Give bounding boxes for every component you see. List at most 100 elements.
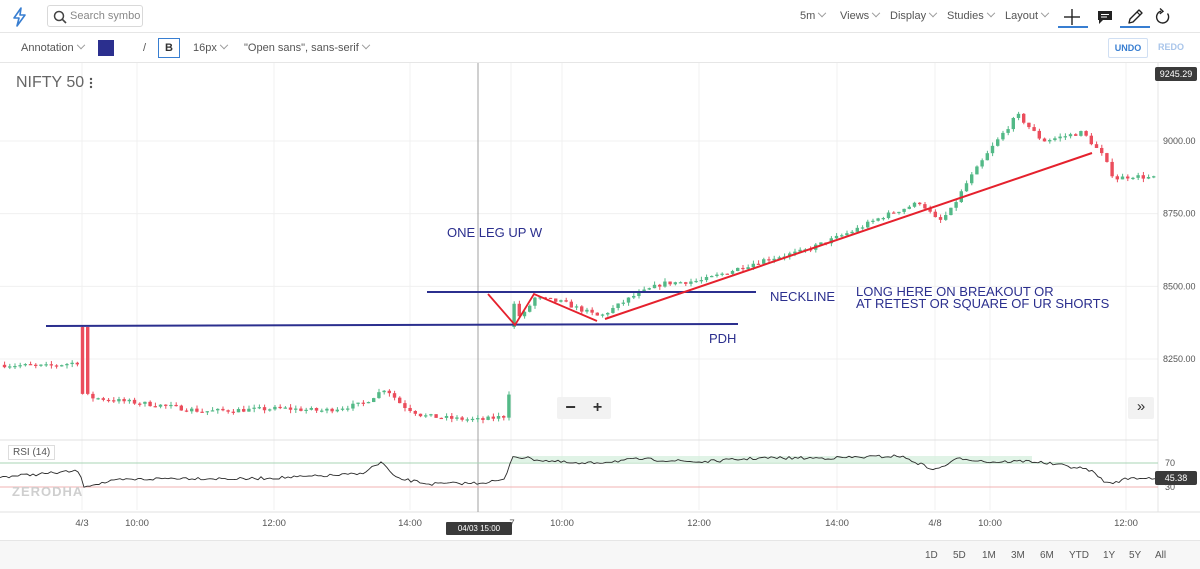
- candle-body: [637, 292, 641, 296]
- candle-body: [377, 392, 381, 399]
- candle-body: [855, 227, 859, 232]
- chart-grid: [0, 63, 1158, 510]
- candle-body: [1042, 138, 1047, 142]
- candle-body: [361, 402, 365, 404]
- top-toolbar: 5m Views Display Studies Layout: [0, 0, 1200, 33]
- rsi-line: [0, 454, 1159, 488]
- candle-body: [663, 281, 667, 287]
- price-chart[interactable]: 9000.00 8750.00 8500.00 8250.00 4/3 10:00 12:0…: [0, 63, 1200, 540]
- font-size-dropdown[interactable]: 16px: [193, 40, 229, 54]
- price-tick-label: 8250.00: [1163, 354, 1196, 364]
- lightning-icon[interactable]: [10, 7, 30, 27]
- period-all[interactable]: All: [1155, 550, 1167, 561]
- chevron-down-icon: [219, 40, 229, 50]
- interval-dropdown[interactable]: 5m: [800, 8, 827, 22]
- candle-body: [481, 418, 485, 420]
- candle-body: [39, 364, 43, 366]
- candle-body: [907, 206, 911, 209]
- candle-body: [1152, 176, 1156, 178]
- symbol-title[interactable]: NIFTY 50: [16, 74, 85, 91]
- search-input[interactable]: [70, 8, 140, 24]
- period-6m[interactable]: 6M: [1040, 550, 1054, 561]
- bold-button[interactable]: B: [158, 38, 180, 58]
- period-3m[interactable]: 3M: [1011, 550, 1025, 561]
- candle-body: [486, 416, 490, 420]
- candle-body: [195, 408, 199, 412]
- crosshair-icon[interactable]: [1061, 6, 1083, 28]
- candle-body: [616, 303, 620, 308]
- draw-active-indicator: [1120, 26, 1150, 28]
- comment-icon[interactable]: [1094, 6, 1116, 28]
- time-tick-label: 12:00: [687, 518, 711, 529]
- candle-body: [247, 408, 251, 412]
- period-1y[interactable]: 1Y: [1103, 550, 1116, 561]
- candle-body: [96, 398, 100, 400]
- rsi-study-label[interactable]: RSI (14): [8, 445, 56, 460]
- views-label: Views: [840, 10, 870, 22]
- candle-body: [1136, 175, 1140, 178]
- layout-dropdown[interactable]: Layout: [1005, 8, 1050, 22]
- candle-body: [954, 202, 958, 208]
- candle-body: [1074, 134, 1078, 136]
- candle-body: [725, 273, 729, 275]
- search-icon: [53, 10, 67, 24]
- time-tick-label: 10:00: [550, 518, 574, 529]
- scroll-to-latest-button[interactable]: »: [1128, 397, 1154, 419]
- annotation-pattern[interactable]: ONE LEG UP W: [447, 225, 543, 240]
- time-tick-label: 7: [509, 518, 514, 529]
- zoom-out-button[interactable]: −: [565, 397, 576, 417]
- period-ytd[interactable]: YTD: [1069, 550, 1089, 561]
- zoom-in-button[interactable]: +: [592, 399, 603, 416]
- rsi-overbought-area: [512, 456, 1032, 463]
- period-1m[interactable]: 1M: [982, 550, 996, 561]
- user-drawings[interactable]: [45, 152, 1093, 327]
- candle-body: [522, 311, 527, 317]
- candle-body: [600, 314, 605, 316]
- time-tick-label: 10:00: [125, 518, 149, 529]
- candle-body: [850, 231, 854, 234]
- period-5y[interactable]: 5Y: [1129, 550, 1142, 561]
- time-tick-label: 12:00: [1114, 518, 1138, 529]
- candle-body: [860, 227, 865, 229]
- candle-body: [153, 406, 157, 408]
- candle-body: [756, 263, 761, 265]
- current-price-tag: 9245.29: [1155, 67, 1197, 81]
- candle-body: [372, 398, 376, 403]
- candle-body: [273, 406, 277, 410]
- candle-body: [106, 399, 111, 402]
- candle-body: [736, 267, 740, 272]
- annotation-long-line-1[interactable]: LONG HERE ON BREAKOUT OR: [856, 284, 1054, 299]
- candle-body: [668, 281, 672, 285]
- candle-body: [590, 309, 594, 313]
- candle-body: [91, 393, 95, 399]
- candle-body: [1089, 135, 1093, 145]
- annotation-neckline[interactable]: NECKLINE: [770, 289, 836, 304]
- candle-body: [918, 202, 922, 205]
- candle-body: [356, 402, 360, 404]
- candle-body: [538, 297, 542, 299]
- font-family-dropdown[interactable]: "Open sans", sans-serif: [244, 40, 371, 54]
- candle-body: [881, 218, 885, 220]
- annotation-long-line-2[interactable]: AT RETEST OR SQUARE OF UR SHORTS: [856, 296, 1110, 311]
- period-5d[interactable]: 5D: [953, 550, 966, 561]
- color-swatch[interactable]: [98, 40, 114, 56]
- undo-button[interactable]: UNDO: [1108, 38, 1148, 58]
- candle-body: [158, 404, 163, 407]
- studies-dropdown[interactable]: Studies: [947, 8, 995, 22]
- candle-body: [221, 408, 225, 411]
- views-dropdown[interactable]: Views: [840, 8, 881, 22]
- pencil-icon[interactable]: [1124, 6, 1146, 28]
- candle-body: [460, 417, 464, 420]
- annotation-tool-dropdown[interactable]: Annotation: [21, 40, 85, 54]
- display-dropdown[interactable]: Display: [890, 8, 938, 22]
- candle-body: [642, 289, 646, 293]
- redo-button[interactable]: REDO: [1157, 42, 1184, 52]
- candle-body: [44, 364, 48, 366]
- reset-icon[interactable]: [1152, 6, 1174, 28]
- period-1d[interactable]: 1D: [925, 550, 938, 561]
- candle-body: [450, 416, 454, 419]
- search-box[interactable]: [47, 5, 143, 27]
- annotation-pdh[interactable]: PDH: [709, 331, 737, 346]
- more-options-icon[interactable]: [88, 76, 94, 90]
- line-style-button[interactable]: /: [143, 42, 147, 54]
